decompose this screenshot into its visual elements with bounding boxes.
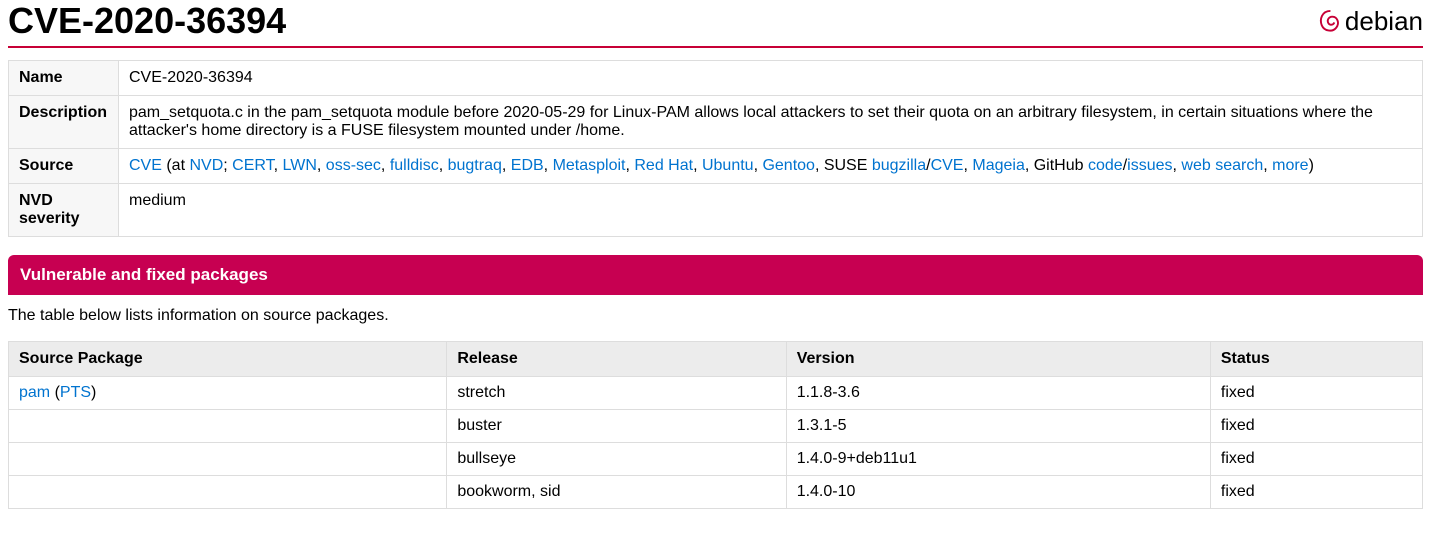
link-suse-cve[interactable]: CVE	[931, 157, 964, 174]
link-nvd[interactable]: NVD	[189, 157, 223, 174]
link-edb[interactable]: EDB	[511, 157, 544, 174]
page-title: CVE-2020-36394	[8, 0, 286, 42]
table-row: bullseye1.4.0-9+deb11u1fixed	[9, 443, 1423, 476]
info-name-label: Name	[9, 61, 119, 96]
cell-status: fixed	[1210, 443, 1422, 476]
cell-status: fixed	[1210, 410, 1422, 443]
link-cert[interactable]: CERT	[232, 157, 274, 174]
cell-package	[9, 443, 447, 476]
cell-release: stretch	[447, 377, 786, 410]
link-metasploit[interactable]: Metasploit	[553, 157, 626, 174]
table-row: pam (PTS)stretch1.1.8-3.6fixed	[9, 377, 1423, 410]
table-header-row: Source Package Release Version Status	[9, 342, 1423, 377]
link-gentoo[interactable]: Gentoo	[762, 157, 814, 174]
cell-release: buster	[447, 410, 786, 443]
cell-version: 1.1.8-3.6	[786, 377, 1210, 410]
th-version: Version	[786, 342, 1210, 377]
link-mageia[interactable]: Mageia	[972, 157, 1024, 174]
info-nvd-value: medium	[119, 184, 1423, 237]
th-release: Release	[447, 342, 786, 377]
debian-logo-text: debian	[1345, 6, 1423, 37]
cell-package	[9, 410, 447, 443]
link-ubuntu[interactable]: Ubuntu	[702, 157, 754, 174]
cve-info-table: Name CVE-2020-36394 Description pam_setq…	[8, 60, 1423, 237]
debian-swirl-icon	[1317, 6, 1341, 36]
info-nvd-label: NVD severity	[9, 184, 119, 237]
cell-release: bookworm, sid	[447, 476, 786, 509]
th-status: Status	[1210, 342, 1422, 377]
page-header: CVE-2020-36394 debian	[8, 0, 1423, 48]
link-more[interactable]: more	[1272, 157, 1308, 174]
cell-package: pam (PTS)	[9, 377, 447, 410]
packages-table: Source Package Release Version Status pa…	[8, 341, 1423, 509]
info-desc-label: Description	[9, 96, 119, 149]
table-row: buster1.3.1-5fixed	[9, 410, 1423, 443]
link-fulldisc[interactable]: fulldisc	[390, 157, 439, 174]
cell-package	[9, 476, 447, 509]
link-lwn[interactable]: LWN	[283, 157, 317, 174]
info-desc-value: pam_setquota.c in the pam_setquota modul…	[119, 96, 1423, 149]
debian-logo[interactable]: debian	[1317, 6, 1423, 37]
th-package: Source Package	[9, 342, 447, 377]
section-intro: The table below lists information on sou…	[8, 307, 1423, 325]
cell-version: 1.4.0-10	[786, 476, 1210, 509]
link-bugtraq[interactable]: bugtraq	[448, 157, 502, 174]
link-code[interactable]: code	[1088, 157, 1123, 174]
cell-status: fixed	[1210, 476, 1422, 509]
link-cve[interactable]: CVE	[129, 157, 162, 174]
table-row: bookworm, sid1.4.0-10fixed	[9, 476, 1423, 509]
link-bugzilla[interactable]: bugzilla	[872, 157, 926, 174]
cell-version: 1.4.0-9+deb11u1	[786, 443, 1210, 476]
link-package[interactable]: pam	[19, 384, 50, 401]
link-pts[interactable]: PTS	[60, 384, 91, 401]
link-redhat[interactable]: Red Hat	[634, 157, 693, 174]
section-heading: Vulnerable and fixed packages	[8, 255, 1423, 295]
cell-status: fixed	[1210, 377, 1422, 410]
info-source-label: Source	[9, 149, 119, 184]
link-osssec[interactable]: oss-sec	[326, 157, 381, 174]
info-source-value: CVE (at NVD; CERT, LWN, oss-sec, fulldis…	[119, 149, 1423, 184]
cell-release: bullseye	[447, 443, 786, 476]
link-issues[interactable]: issues	[1127, 157, 1172, 174]
link-websearch[interactable]: web search	[1181, 157, 1263, 174]
cell-version: 1.3.1-5	[786, 410, 1210, 443]
info-name-value: CVE-2020-36394	[119, 61, 1423, 96]
